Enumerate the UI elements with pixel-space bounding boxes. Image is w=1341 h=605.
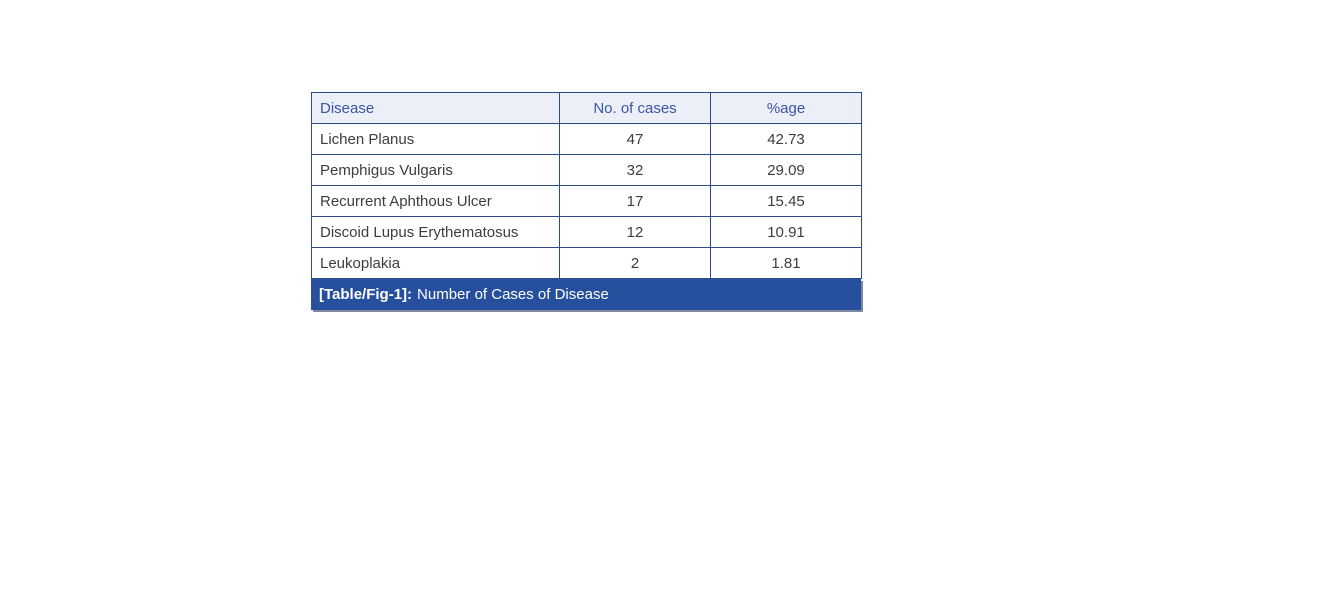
cell-disease: Discoid Lupus Erythematosus bbox=[311, 216, 560, 248]
column-header-disease: Disease bbox=[311, 92, 560, 124]
cell-cases: 17 bbox=[559, 185, 711, 217]
table-caption-text: Number of Cases of Disease bbox=[417, 286, 609, 303]
table-row: Recurrent Aphthous Ulcer 17 15.45 bbox=[311, 185, 862, 217]
cell-cases: 32 bbox=[559, 154, 711, 186]
cell-cases: 2 bbox=[559, 247, 711, 279]
table-row: Pemphigus Vulgaris 32 29.09 bbox=[311, 154, 862, 186]
table-row: Leukoplakia 2 1.81 bbox=[311, 247, 862, 279]
cell-percentage: 42.73 bbox=[710, 123, 862, 155]
table-caption-label: [Table/Fig-1]: bbox=[319, 286, 413, 303]
table-row: Discoid Lupus Erythematosus 12 10.91 bbox=[311, 216, 862, 248]
cell-percentage: 29.09 bbox=[710, 154, 862, 186]
cell-disease: Leukoplakia bbox=[311, 247, 560, 279]
column-header-percentage: %age bbox=[710, 92, 862, 124]
column-header-cases: No. of cases bbox=[559, 92, 711, 124]
cell-percentage: 1.81 bbox=[710, 247, 862, 279]
cell-disease: Recurrent Aphthous Ulcer bbox=[311, 185, 560, 217]
table-figure: Disease No. of cases %age Lichen Planus … bbox=[311, 92, 862, 310]
cell-percentage: 10.91 bbox=[710, 216, 862, 248]
table-caption-bar: [Table/Fig-1]: Number of Cases of Diseas… bbox=[311, 279, 861, 310]
table-row: Lichen Planus 47 42.73 bbox=[311, 123, 862, 155]
disease-cases-table: Disease No. of cases %age Lichen Planus … bbox=[311, 92, 862, 279]
table-header-row: Disease No. of cases %age bbox=[311, 92, 862, 124]
cell-disease: Lichen Planus bbox=[311, 123, 560, 155]
cell-cases: 12 bbox=[559, 216, 711, 248]
cell-disease: Pemphigus Vulgaris bbox=[311, 154, 560, 186]
cell-cases: 47 bbox=[559, 123, 711, 155]
cell-percentage: 15.45 bbox=[710, 185, 862, 217]
